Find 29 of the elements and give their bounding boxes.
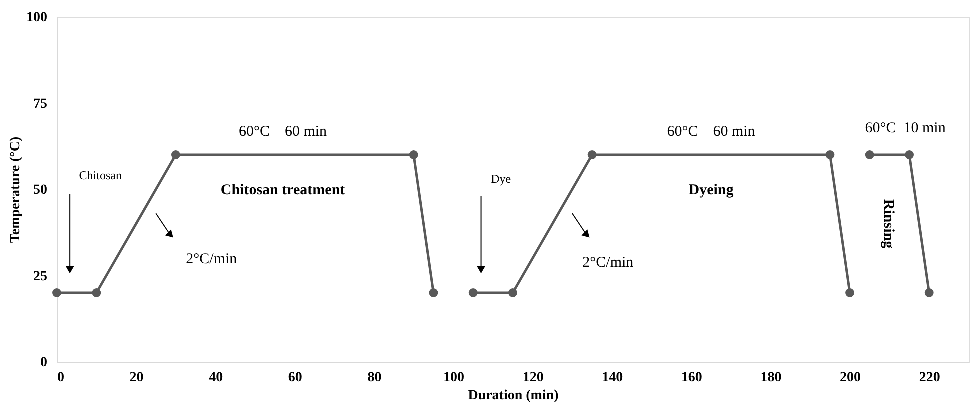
x-tick-label: 0 [58,370,64,386]
x-tick-label: 20 [130,370,144,386]
x-tick-label: 200 [840,370,862,386]
y-tick-label: 0 [40,356,48,370]
x-tick-label: 120 [522,370,544,386]
annotation: 2°C/min [582,254,634,271]
annotation: Rinsing [880,199,897,250]
x-tick-label: 80 [368,370,382,386]
x-tick-label: 220 [919,370,940,386]
annotation: Chitosan treatment [220,182,346,198]
x-tick-label: 140 [602,370,624,386]
y-tick-label: 50 [34,183,48,198]
annotation: Dye [491,172,512,186]
annotation: Chitosan [79,168,122,183]
annotation: 60°C 60 min [238,124,328,140]
y-tick-label: 25 [34,269,48,284]
x-tick-label: 60 [288,370,302,386]
x-tick-label: 180 [760,370,782,386]
x-tick-label: 160 [681,370,702,386]
annotation: 2°C/min [186,252,238,268]
annotation: 60°C 10 min [865,120,946,136]
annotation: 60°C 60 min [667,124,756,140]
y-tick-label: 75 [34,96,48,112]
y-axis-title: Temperature (°C) [8,136,24,244]
x-tick-label: 40 [209,370,224,386]
x-tick-label: 100 [444,370,465,386]
x-axis-title: Duration (min) [468,388,560,404]
annotation: Dyeing [688,182,734,198]
y-tick-label: 100 [26,10,48,26]
